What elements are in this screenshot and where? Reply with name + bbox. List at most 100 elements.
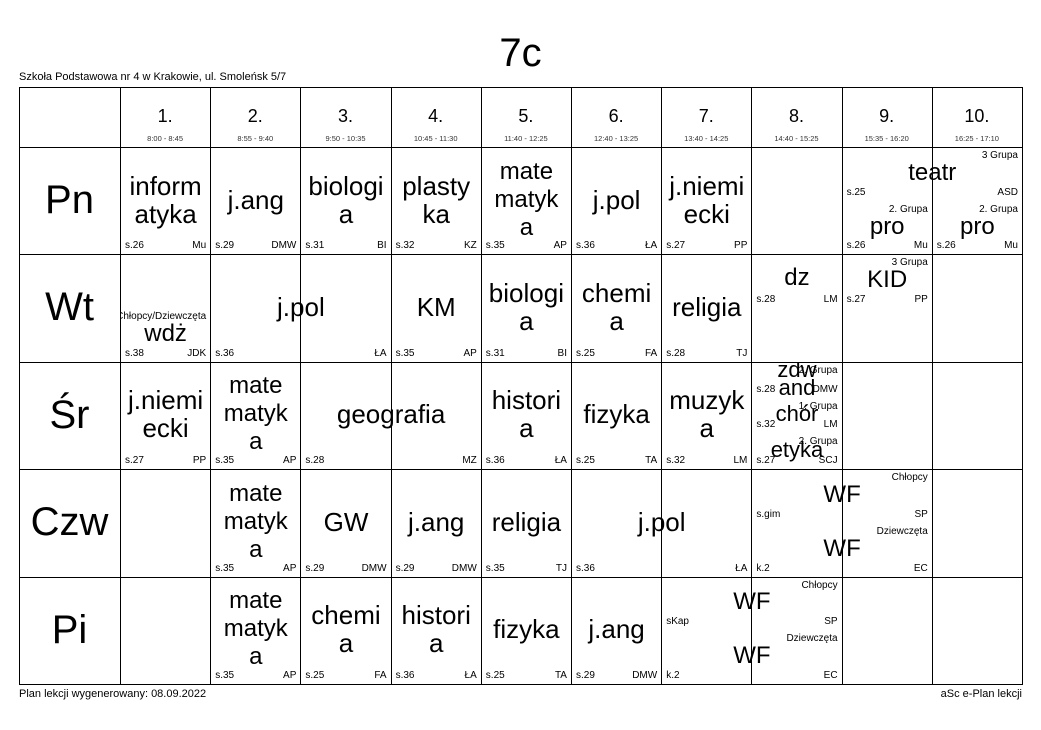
teacher-label: ŁA [644,240,658,252]
lesson-cell[interactable]: j.niemi ecki s.27 PP [121,363,210,469]
lesson-cell[interactable]: geografia s.28 MZ [301,363,480,469]
lesson-cell[interactable]: mate matyk a s.35 AP [211,578,300,684]
lesson-cell[interactable]: j.ang s.29 DMW [572,578,661,684]
lesson-cell[interactable]: biologi a s.31 BI [482,255,571,361]
subject-line: j.ang [227,184,284,215]
lesson-cell[interactable]: KID 3 Grupa s.27 PP [843,255,932,308]
lesson-cell[interactable]: religia s.28 TJ [662,255,751,361]
lesson-cell[interactable]: mate matyk a s.35 AP [211,363,300,469]
teacher-label: Mu [913,240,928,252]
lesson-cell[interactable]: j.ang s.29 DMW [392,470,481,576]
lesson-cell[interactable]: WF Chłopcy sKap SP [662,578,841,631]
lesson-cell[interactable]: WF Dziewczęta k.2 EC [752,524,931,577]
teacher-label: ŁA [554,455,567,467]
room-label: s.25 [576,347,595,359]
lesson-cell[interactable]: j.ang s.29 DMW [211,148,300,254]
teacher-label: AP [463,347,477,359]
lesson-cell[interactable]: fizyka s.25 TA [572,363,661,469]
subject-line: j.ang [407,506,465,537]
subject-name: teatr [843,160,1022,185]
lesson-cell[interactable]: j.pol s.36 ŁA [572,470,751,576]
room-label: s.36 [215,347,235,359]
grid-border-top [19,87,1022,88]
period-number: 4. [428,106,444,126]
class-title: 7c [499,31,542,75]
lesson-cell[interactable]: dz s.28 LM [752,255,841,308]
lesson-cell[interactable]: GW s.29 DMW [301,470,390,576]
lesson-cell[interactable]: wdż Chłopcy/Dziewczęta s.38 JDK [121,309,210,362]
column-divider [661,87,662,684]
lesson-cell[interactable]: chemi a s.25 FA [301,578,390,684]
group-label: 2. Grupa [979,203,1018,215]
subject-line: geografia [336,399,446,430]
room-label: s.35 [215,562,235,574]
lesson-cell[interactable]: mate matyk a s.35 AP [211,470,300,576]
lesson-cell[interactable]: j.niemi ecki s.27 PP [662,148,751,254]
subject-line: histori [401,600,471,631]
teacher-label: ŁA [735,562,748,574]
lesson-cell[interactable]: j.pol s.36 ŁA [572,148,661,254]
lesson-cell[interactable]: religia s.35 TJ [482,470,571,576]
lesson-cell[interactable]: WF Chłopcy s.gim SP [752,470,931,523]
teacher-label: TA [554,669,567,681]
teacher-label: LM [823,294,838,306]
group-label: 3 Grupa [891,257,928,269]
subject-line: mate [499,157,554,185]
room-label: sKap [666,616,689,628]
subject-line: biologi [488,278,564,309]
lesson-cell[interactable]: plasty ka s.32 KZ [392,148,481,254]
subject-line: mate [229,479,283,507]
lesson-cell[interactable]: chemi a s.25 FA [572,255,661,361]
lesson-cell[interactable]: j.pol s.36 ŁA [211,255,390,361]
period-number: 6. [608,106,624,126]
lesson-cell[interactable]: inform atyka s.26 Mu [121,148,210,254]
lesson-cell[interactable]: mate matyk a s.35 AP [482,148,571,254]
period-number: 8. [788,106,804,126]
lesson-cell[interactable]: KM s.35 AP [392,255,481,361]
lesson-cell[interactable]: zdw and 2. Grupa s.28 DMW [752,363,841,398]
subject-line: religia [491,506,562,537]
teacher-label: AP [283,455,297,467]
group-label: 2. Grupa [888,203,928,215]
room-label: s.35 [485,562,505,574]
lesson-cell[interactable]: etyka 2. Grupa s.27 SCJ [752,434,841,469]
room-label: s.29 [305,562,325,574]
subject-line: wdż [144,319,187,347]
row-divider [19,577,1022,578]
subject-line: matyk [223,615,288,643]
subject-line: GW [323,506,369,537]
lesson-cell[interactable]: fizyka s.25 TA [482,578,571,684]
lesson-cell[interactable]: pro 2. Grupa s.26 Mu [933,202,1022,255]
subject-name: WF [752,483,931,507]
period-time: 8:55 - 9:40 [237,134,274,143]
lesson-cell[interactable]: muzyk a s.32 LM [662,363,751,469]
room-label: s.gim [756,508,781,520]
teacher-label: EC [823,669,838,681]
column-divider [210,87,211,684]
period-time: 10:45 - 11:30 [413,134,458,143]
lesson-cell[interactable]: teatr 3 Grupa s.25 ASD [843,148,1022,201]
subject-line: chemi [581,278,652,309]
teacher-label: SP [914,508,928,520]
lesson-cell[interactable]: histori a s.36 ŁA [392,578,481,684]
subject-line: WF [823,534,861,562]
subject-line: fizyka [493,614,560,645]
lesson-cell[interactable]: biologi a s.31 BI [301,148,390,254]
room-label: s.27 [125,455,144,467]
subject-name: chemi a [572,279,661,335]
room-label: k.2 [666,669,680,681]
lesson-cell[interactable]: WF Dziewczęta k.2 EC [662,631,841,684]
row-divider [19,362,1022,363]
period-time: 8:00 - 8:45 [147,134,184,143]
day-label: Śr [49,392,90,437]
subject-name: plasty ka [392,172,481,228]
subject-name: WF [752,534,931,562]
lesson-cell[interactable]: histori a s.36 ŁA [482,363,571,469]
lesson-cell[interactable]: chór 1. Grupa s.32 LM [752,399,841,434]
subject-name: fizyka [482,615,571,643]
lesson-cell[interactable]: pro 2. Grupa s.26 Mu [843,202,932,255]
subject-line: WF [823,481,861,509]
teacher-label: AP [283,669,297,681]
subject-line: j.niemi [669,170,745,201]
teacher-label: BI [377,240,387,252]
